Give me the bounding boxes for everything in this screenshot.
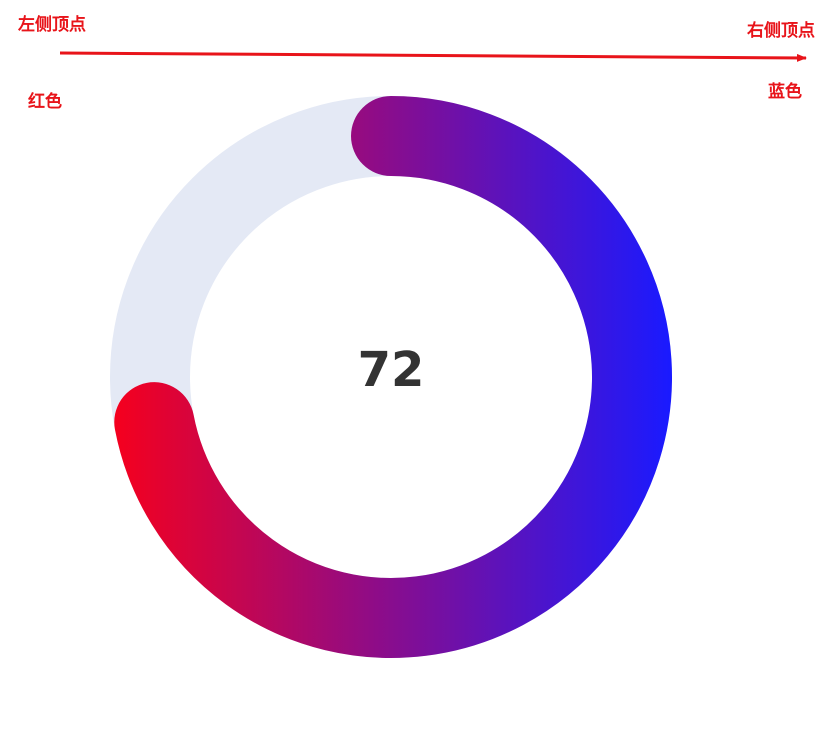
blue-color-label: 蓝色 <box>768 82 802 102</box>
gauge-progress-arc <box>114 96 672 658</box>
right-vertex-label: 右侧顶点 <box>747 21 815 41</box>
direction-arrow <box>59 51 807 62</box>
gauge-center-value: 72 <box>358 342 425 398</box>
left-vertex-label: 左侧顶点 <box>18 15 86 35</box>
red-color-label: 红色 <box>28 92 62 112</box>
